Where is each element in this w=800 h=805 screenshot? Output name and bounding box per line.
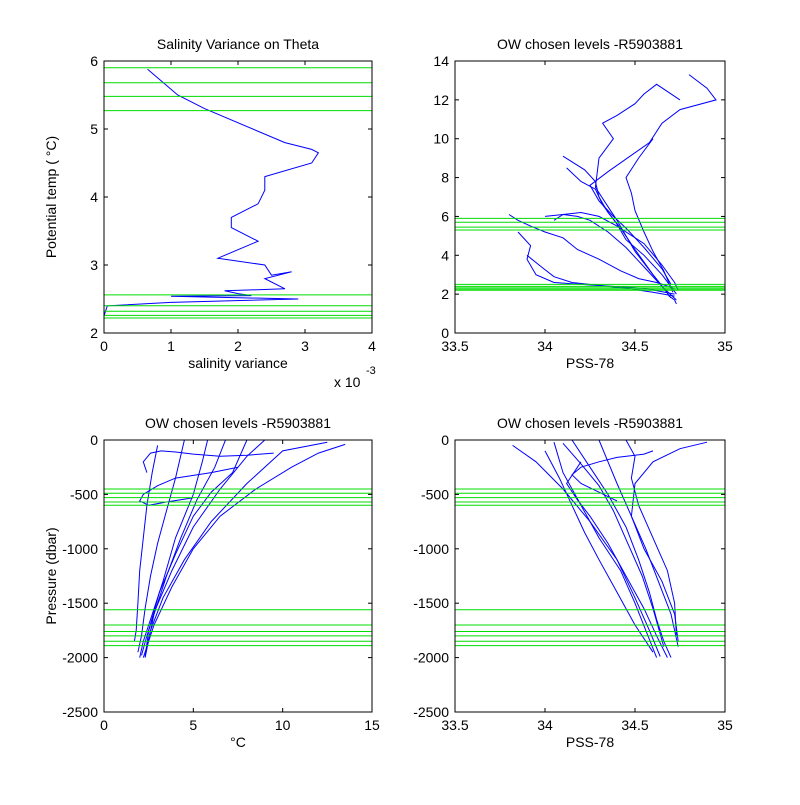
chart-panel-4: 33.5 34 34.5 35 -2500 -2000 -1500 -1000 -500 0 OW … bbox=[413, 415, 733, 750]
y-tick-label: -1500 bbox=[413, 595, 449, 611]
y-tick-label: -500 bbox=[70, 486, 98, 502]
x-tick-label: 3 bbox=[301, 338, 309, 354]
x-tick-label: 15 bbox=[364, 717, 380, 733]
y-tick-label: 2 bbox=[441, 286, 449, 302]
y-tick-label: 12 bbox=[433, 92, 449, 108]
profile-line bbox=[553, 211, 679, 291]
x-tick-label: 33.5 bbox=[441, 717, 468, 733]
y-tick-label: 5 bbox=[90, 121, 98, 137]
y-tick-label: 8 bbox=[441, 170, 449, 186]
y-tick-label: 6 bbox=[441, 208, 449, 224]
profile-line bbox=[139, 440, 209, 658]
x-tick-label: 35 bbox=[717, 338, 733, 354]
axes-box bbox=[454, 439, 726, 713]
x-tick-label: 4 bbox=[368, 338, 376, 354]
y-tick-label: -500 bbox=[421, 486, 449, 502]
profile-line bbox=[625, 138, 674, 293]
profile-line bbox=[625, 440, 677, 636]
profile-line bbox=[508, 214, 675, 289]
y-tick-label: -1000 bbox=[413, 541, 449, 557]
axes-box bbox=[454, 60, 726, 334]
y-tick-label: -1500 bbox=[62, 595, 98, 611]
x-tick-label: 34 bbox=[537, 338, 553, 354]
profile-line bbox=[566, 461, 668, 658]
plot-area bbox=[455, 74, 725, 305]
x-axis-label: PSS-78 bbox=[566, 355, 614, 371]
chart-title: OW chosen levels -R5903881 bbox=[497, 415, 683, 431]
profile-line bbox=[144, 440, 248, 657]
profile-line bbox=[589, 74, 717, 285]
x-tick-label: 10 bbox=[275, 717, 291, 733]
plot-area bbox=[104, 440, 372, 658]
x-tick-label: 34.5 bbox=[621, 717, 648, 733]
x-tick-label: 33.5 bbox=[441, 338, 468, 354]
profile-line bbox=[544, 213, 677, 301]
x-tick-label: 0 bbox=[100, 338, 108, 354]
y-tick-label: -2500 bbox=[62, 704, 98, 720]
y-tick-label: 10 bbox=[433, 131, 449, 147]
profile-line bbox=[104, 68, 320, 317]
chart-panel-3: 0 5 10 15 -2500 -2000 -1500 -1000 -500 0 OW chosen… bbox=[43, 415, 380, 750]
plot-area bbox=[104, 67, 372, 319]
plot-area bbox=[455, 440, 725, 658]
y-axis-label: Pressure (dbar) bbox=[43, 527, 59, 624]
profile-line bbox=[562, 442, 665, 647]
x-axis-label: °C bbox=[230, 734, 246, 750]
y-tick-label: -2500 bbox=[413, 704, 449, 720]
profile-line bbox=[133, 445, 159, 642]
x-axis-multiplier: x 10 bbox=[334, 374, 361, 390]
profile-line bbox=[598, 440, 679, 647]
y-tick-label: -2000 bbox=[413, 650, 449, 666]
axes-box bbox=[103, 60, 373, 334]
chart-panel-2: 33.5 34 34.5 35 0 2 4 6 8 10 12 14 OW chosen levels … bbox=[433, 36, 733, 371]
y-tick-label: 3 bbox=[90, 257, 98, 273]
profile-line bbox=[144, 440, 226, 658]
profile-line bbox=[630, 441, 708, 642]
x-axis-exponent: -3 bbox=[366, 365, 376, 377]
profile-line bbox=[142, 443, 346, 658]
y-tick-label: 14 bbox=[433, 53, 449, 69]
y-tick-label: 0 bbox=[441, 432, 449, 448]
y-tick-label: 6 bbox=[90, 53, 98, 69]
profile-line bbox=[571, 440, 672, 658]
profile-line bbox=[566, 167, 677, 295]
y-tick-label: -2000 bbox=[62, 650, 98, 666]
x-axis-label: PSS-78 bbox=[566, 734, 614, 750]
profile-line bbox=[139, 466, 239, 506]
profile-line bbox=[544, 450, 654, 653]
profile-line bbox=[141, 440, 266, 656]
x-tick-label: 34 bbox=[537, 717, 553, 733]
y-tick-label: 0 bbox=[90, 432, 98, 448]
x-tick-label: 0 bbox=[100, 717, 108, 733]
y-tick-label: 2 bbox=[90, 325, 98, 341]
y-tick-label: 0 bbox=[441, 325, 449, 341]
chart-title: Salinity Variance on Theta bbox=[157, 36, 319, 52]
chart-panel-1: 0 1 2 3 4 2 3 4 5 6 Salinity Variance on Theta sali… bbox=[43, 36, 376, 390]
chart-title: OW chosen levels -R5903881 bbox=[497, 36, 683, 52]
x-tick-label: 35 bbox=[717, 717, 733, 733]
chart-title: OW chosen levels -R5903881 bbox=[145, 415, 331, 431]
y-tick-label: 4 bbox=[441, 247, 449, 263]
x-axis-label: salinity variance bbox=[188, 355, 288, 371]
profile-line bbox=[142, 450, 274, 473]
axes-box bbox=[103, 439, 373, 713]
x-tick-label: 5 bbox=[189, 717, 197, 733]
y-tick-label: 4 bbox=[90, 189, 98, 205]
y-tick-label: -1000 bbox=[62, 541, 98, 557]
x-tick-label: 34.5 bbox=[621, 338, 648, 354]
profile-line bbox=[594, 83, 681, 305]
x-tick-label: 2 bbox=[234, 338, 242, 354]
x-tick-label: 1 bbox=[167, 338, 175, 354]
profile-line bbox=[553, 442, 658, 658]
y-axis-label: Potential temp ( °C) bbox=[43, 136, 59, 258]
